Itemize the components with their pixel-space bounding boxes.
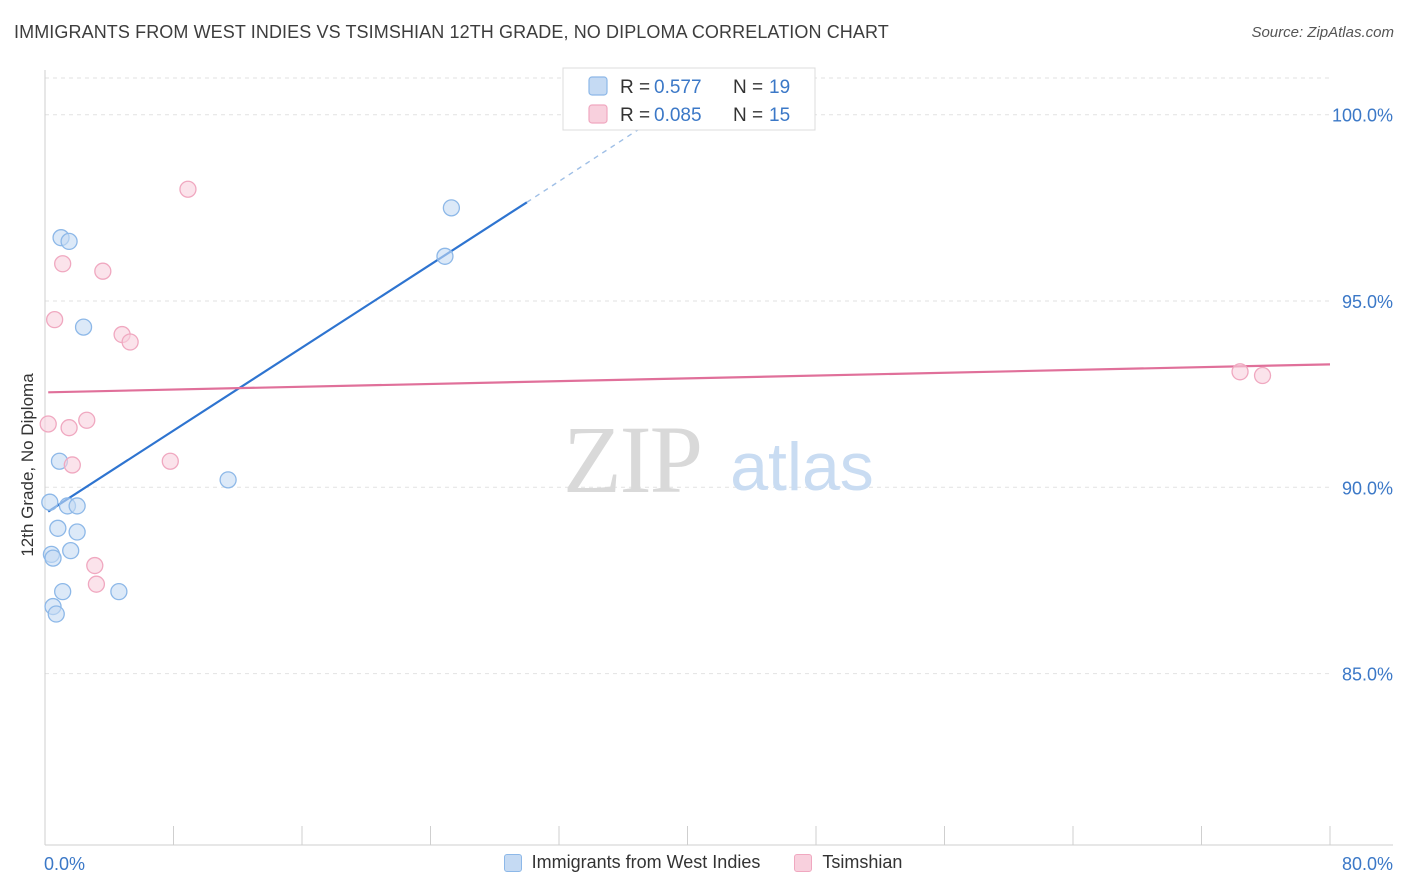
- data-point-west-indies: [44, 549, 62, 567]
- data-point-west-indies: [68, 523, 86, 541]
- data-point-tsimshian: [1231, 363, 1249, 381]
- legend-item-tsimshian: Tsimshian: [794, 852, 902, 873]
- stats-legend: R = 0.577 N = 19 R = 0.085 N = 15: [562, 67, 816, 131]
- tick-labels: 100.0% 95.0% 90.0% 85.0% 0.0% 80.0%: [44, 106, 1393, 874]
- data-point-tsimshian: [94, 262, 112, 280]
- data-point-tsimshian: [78, 411, 96, 429]
- data-point-west-indies: [47, 605, 65, 623]
- series-legend: Immigrants from West Indies Tsimshian: [0, 852, 1406, 873]
- data-point-west-indies: [41, 493, 59, 511]
- legend-label-tsimshian: Tsimshian: [822, 852, 903, 872]
- legend-label-west-indies: Immigrants from West Indies: [531, 852, 761, 872]
- stats-swatch-1: [588, 104, 608, 124]
- data-point-west-indies: [74, 318, 93, 336]
- data-point-west-indies: [436, 247, 454, 265]
- data-point-west-indies: [49, 519, 67, 537]
- data-point-west-indies: [442, 199, 461, 217]
- x-tick-label: 80.0%: [1342, 854, 1393, 874]
- data-points: [39, 180, 1272, 623]
- stats-n-label: N =: [733, 105, 763, 126]
- y-tick-label: 100.0%: [1332, 106, 1393, 126]
- y-tick-label: 95.0%: [1342, 292, 1393, 312]
- data-point-west-indies: [110, 582, 128, 601]
- data-point-west-indies: [60, 232, 78, 251]
- data-point-tsimshian: [179, 180, 197, 198]
- grid-lines: [45, 77, 1330, 675]
- data-point-west-indies: [68, 497, 86, 515]
- data-point-tsimshian: [1253, 366, 1272, 385]
- data-point-tsimshian: [87, 575, 106, 593]
- data-point-tsimshian: [54, 255, 72, 273]
- chart-title: IMMIGRANTS FROM WEST INDIES VS TSIMSHIAN…: [14, 22, 889, 42]
- y-tick-label: 90.0%: [1342, 478, 1393, 498]
- legend-item-west-indies: Immigrants from West Indies: [503, 852, 761, 873]
- stats-n-value: 19: [769, 77, 790, 98]
- trend-line-extension-0: [526, 117, 656, 203]
- data-point-west-indies: [54, 582, 72, 601]
- y-tick-label: 85.0%: [1342, 665, 1393, 685]
- data-point-tsimshian: [39, 415, 57, 433]
- source-label: Source: ZipAtlas.com: [1251, 24, 1394, 41]
- data-point-tsimshian: [86, 556, 104, 575]
- x-tick-label: 0.0%: [44, 854, 85, 874]
- legend-swatch-tsimshian: [794, 853, 813, 872]
- watermark-zip: ZIP: [563, 406, 701, 513]
- stats-n-label: N =: [733, 77, 763, 98]
- stats-r-value: 0.577: [654, 77, 702, 98]
- axes: [44, 70, 1393, 846]
- data-point-west-indies: [62, 541, 80, 560]
- stats-r-value: 0.085: [654, 105, 702, 126]
- legend-swatch-west-indies: [503, 853, 522, 872]
- data-point-tsimshian: [45, 310, 64, 329]
- watermark-atlas: atlas: [730, 429, 874, 505]
- stats-n-value: 15: [769, 105, 790, 126]
- data-point-tsimshian: [60, 419, 78, 437]
- data-point-tsimshian: [63, 456, 81, 474]
- stats-r-label: R =: [620, 77, 650, 98]
- trend-line-0: [47, 201, 528, 513]
- watermark: ZIP atlas: [563, 406, 874, 513]
- stats-swatch-0: [588, 76, 608, 96]
- data-point-tsimshian: [121, 333, 139, 351]
- trend-line-1: [48, 363, 1331, 394]
- stats-r-label: R =: [620, 105, 650, 126]
- data-point-tsimshian: [161, 452, 179, 470]
- data-point-west-indies: [219, 471, 237, 489]
- y-axis-label: 12th Grade, No Diploma: [18, 373, 37, 557]
